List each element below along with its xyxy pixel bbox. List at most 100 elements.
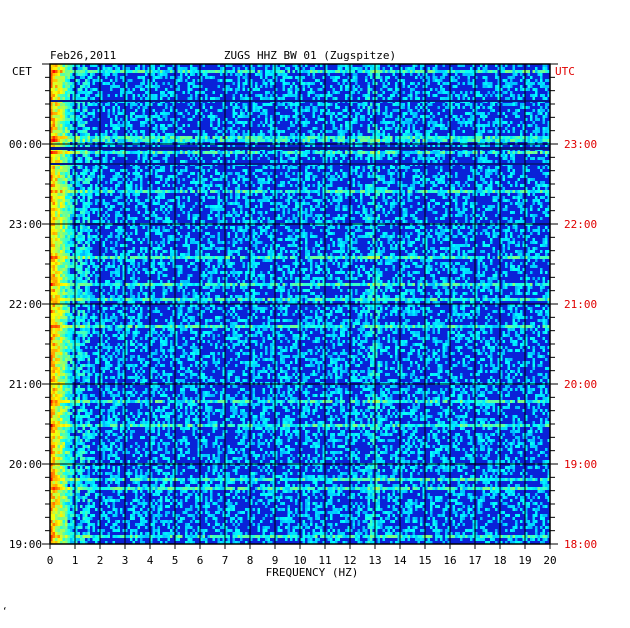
spectrogram-cell (455, 136, 458, 139)
spectrogram-cell (282, 160, 285, 163)
spectrogram-cell (50, 193, 53, 196)
spectrogram-cell (80, 91, 83, 94)
spectrogram-cell (190, 67, 193, 70)
spectrogram-cell (397, 151, 400, 154)
spectrogram-cell (242, 64, 245, 67)
spectrogram-cell (210, 139, 213, 142)
spectrogram-cell (65, 133, 68, 136)
spectrogram-cell (57, 154, 60, 157)
spectrogram-cell (477, 70, 480, 73)
spectrogram-cell (480, 175, 483, 178)
spectrogram-cell (52, 76, 55, 79)
spectrogram-cell (287, 208, 290, 211)
spectrogram-cell (190, 157, 193, 160)
spectrogram-cell (485, 157, 488, 160)
spectrogram-cell (512, 103, 515, 106)
spectrogram-cell (247, 205, 250, 208)
spectrogram-cell (357, 112, 360, 115)
spectrogram-cell (60, 208, 63, 211)
spectrogram-cell (540, 79, 543, 82)
spectrogram-cell (132, 166, 135, 169)
spectrogram-cell (442, 193, 445, 196)
spectrogram-cell (105, 187, 108, 190)
spectrogram-cell (217, 145, 220, 148)
spectrogram-cell (322, 178, 325, 181)
spectrogram-cell (242, 106, 245, 109)
spectrogram-cell (480, 178, 483, 181)
spectrogram-cell (302, 136, 305, 139)
spectrogram-cell (435, 121, 438, 124)
spectrogram-cell (257, 109, 260, 112)
spectrogram-cell (72, 181, 75, 184)
spectrogram-cell (512, 169, 515, 172)
spectrogram-cell (445, 106, 448, 109)
spectrogram-cell (337, 136, 340, 139)
spectrogram-cell (387, 172, 390, 175)
spectrogram-cell (252, 67, 255, 70)
spectrogram-cell (60, 115, 63, 118)
spectrogram-cell (140, 151, 143, 154)
spectrogram-cell (452, 157, 455, 160)
spectrogram-cell (60, 73, 63, 76)
spectrogram-cell (350, 115, 353, 118)
spectrogram-cell (467, 196, 470, 199)
spectrogram-cell (57, 103, 60, 106)
spectrogram-cell (127, 88, 130, 91)
spectrogram-cell (237, 133, 240, 136)
spectrogram-cell (250, 79, 253, 82)
spectrogram-cell (340, 70, 343, 73)
spectrogram-cell (75, 79, 78, 82)
spectrogram-cell (82, 82, 85, 85)
spectrogram-cell (227, 70, 230, 73)
spectrogram-cell (512, 172, 515, 175)
spectrogram-cell (450, 76, 453, 79)
spectrogram-cell (57, 169, 60, 172)
spectrogram-cell (142, 124, 145, 127)
spectrogram-cell (150, 157, 153, 160)
spectrogram-cell (55, 166, 58, 169)
spectrogram-cell (432, 181, 435, 184)
spectrogram-cell (435, 139, 438, 142)
spectrogram-cell (82, 76, 85, 79)
spectrogram-cell (340, 67, 343, 70)
spectrogram-cell (192, 79, 195, 82)
spectrogram-cell (142, 136, 145, 139)
spectrogram-cell (375, 64, 378, 67)
spectrogram-cell (472, 109, 475, 112)
spectrogram-cell (62, 133, 65, 136)
spectrogram-cell (107, 214, 110, 217)
spectrogram-cell (260, 112, 263, 115)
spectrogram-cell (67, 82, 70, 85)
spectrogram-cell (230, 121, 233, 124)
spectrogram-cell (190, 208, 193, 211)
spectrogram-cell (427, 70, 430, 73)
spectrogram-cell (260, 97, 263, 100)
spectrogram-cell (250, 121, 253, 124)
spectrogram-cell (57, 118, 60, 121)
spectrogram-cell (307, 184, 310, 187)
spectrogram-cell (545, 160, 548, 163)
spectrogram-cell (422, 118, 425, 121)
spectrogram-cell (207, 169, 210, 172)
spectrogram-cell (480, 103, 483, 106)
spectrogram-cell (190, 187, 193, 190)
spectrogram-cell (510, 166, 513, 169)
spectrogram-cell (355, 79, 358, 82)
spectrogram-cell (240, 121, 243, 124)
spectrogram-cell (172, 199, 175, 202)
spectrogram-cell (525, 118, 528, 121)
spectrogram-cell (312, 145, 315, 148)
spectrogram-cell (372, 190, 375, 193)
spectrogram-cell (427, 145, 430, 148)
spectrogram-cell (410, 121, 413, 124)
spectrogram-cell (67, 64, 70, 67)
spectrogram-cell (407, 187, 410, 190)
spectrogram-cell (85, 136, 88, 139)
spectrogram-cell (410, 109, 413, 112)
spectrogram-cell (85, 121, 88, 124)
spectrogram-cell (522, 124, 525, 127)
spectrogram-cell (112, 70, 115, 73)
spectrogram-cell (155, 124, 158, 127)
spectrogram-cell (435, 79, 438, 82)
spectrogram-cell (455, 208, 458, 211)
